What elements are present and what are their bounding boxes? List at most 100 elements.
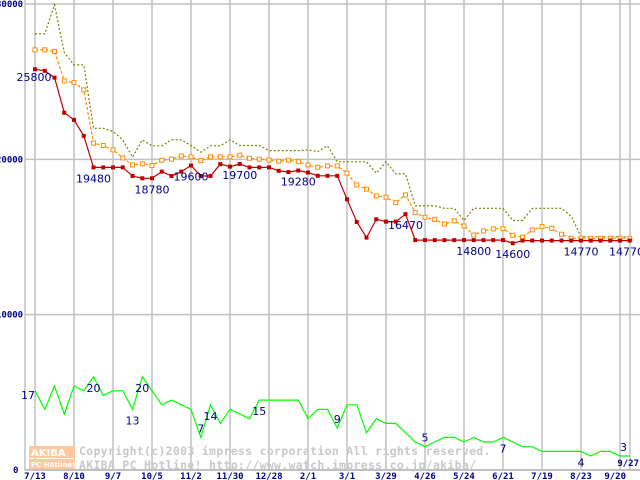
avg-price-point	[32, 47, 38, 53]
avg-price-point	[373, 193, 379, 199]
y-tick-label: 10000	[0, 311, 23, 321]
min-price-point	[335, 173, 340, 178]
avg-price-point	[217, 154, 223, 160]
min-price-point	[462, 238, 466, 243]
x-tick-label: 7/13	[24, 472, 46, 480]
avg-price-point	[100, 143, 106, 149]
min-price-point	[423, 238, 427, 243]
min-price-point	[501, 238, 505, 243]
avg-price-point	[393, 200, 399, 206]
price-label: 14770	[564, 246, 599, 259]
price-label: 19480	[76, 172, 111, 185]
min-price-point	[140, 176, 145, 181]
min-price-point	[179, 169, 184, 174]
avg-price-point	[529, 227, 535, 233]
avg-price-point	[461, 223, 467, 229]
avg-price-point	[266, 157, 272, 163]
x-tick-label: 3/1	[339, 472, 355, 480]
price-label: 19600	[174, 171, 209, 184]
min-price-point	[530, 238, 535, 243]
price-label: 14770	[609, 246, 640, 259]
min-price-point	[296, 168, 301, 173]
min-price-point	[267, 165, 271, 170]
count-label: 4	[578, 456, 585, 469]
copyright-text: Copyright(c)2003 impress corporation All…	[79, 444, 491, 458]
min-price-point	[237, 161, 242, 166]
avg-price-point	[178, 153, 184, 159]
avg-price-point	[71, 80, 77, 86]
min-price-point	[218, 162, 223, 167]
x-tick-label: 12/28	[255, 472, 282, 480]
logo-text: AKIBA	[31, 448, 66, 459]
count-label: 20	[135, 382, 149, 395]
min-price-point	[228, 164, 232, 169]
shop-count-line	[34, 375, 630, 457]
avg-price-point	[42, 47, 48, 53]
avg-price-point	[325, 163, 330, 169]
logo-box-bottom	[29, 459, 75, 469]
avg-price-point	[334, 163, 340, 169]
avg-price-point	[247, 155, 252, 161]
avg-price-point	[442, 221, 447, 227]
min-price-point	[384, 219, 388, 224]
count-label: 7	[500, 442, 507, 455]
min-price-point	[481, 238, 486, 243]
avg-price-point	[130, 162, 135, 168]
min-price-point	[315, 173, 320, 178]
min-price-point	[549, 238, 554, 243]
avg-price-point	[276, 158, 282, 164]
min-price-point	[393, 219, 398, 224]
avg-price-point	[559, 231, 564, 237]
min-price-point	[598, 238, 603, 243]
avg-price-point	[451, 218, 457, 224]
min-price-point	[403, 212, 408, 217]
min-price-point	[306, 170, 310, 175]
min-price-point	[540, 238, 544, 243]
min-price-point	[608, 238, 613, 243]
avg-price-point	[295, 159, 301, 165]
min-price-point	[579, 238, 583, 243]
min-price-point	[510, 241, 515, 246]
min-price-point	[569, 238, 574, 243]
avg-price-point	[61, 78, 67, 84]
min-price-point	[413, 238, 418, 243]
avg-price-line	[35, 49, 630, 239]
logo-subtext: PC Hotline!	[31, 461, 75, 469]
avg-price-point	[354, 182, 360, 188]
price-label: 25800	[17, 71, 52, 84]
y-tick-label: 20000	[0, 155, 23, 165]
min-price-point	[374, 217, 379, 222]
avg-price-point	[188, 154, 194, 160]
x-tick-label: 4/26	[414, 472, 436, 480]
avg-price-point	[500, 226, 506, 232]
min-price-point	[354, 219, 359, 224]
min-price-point	[159, 169, 164, 174]
min-price-point	[257, 165, 262, 170]
x-tick-label: 9/7	[105, 472, 121, 480]
min-price-point	[432, 238, 437, 243]
avg-price-point	[305, 162, 311, 168]
min-price-point	[81, 133, 86, 138]
min-price-point	[588, 238, 593, 243]
min-price-point	[52, 75, 57, 80]
avg-price-point	[237, 152, 243, 158]
count-label: 13	[126, 414, 140, 427]
min-price-point	[559, 238, 564, 243]
avg-price-point	[403, 192, 408, 198]
price-label: 14600	[495, 248, 530, 261]
x-tick-label: 11/30	[216, 472, 243, 480]
avg-price-point	[110, 147, 116, 153]
min-price-point	[169, 173, 174, 178]
avg-price-point	[364, 186, 369, 192]
min-price-point	[101, 165, 106, 170]
watermark: AKIBA PC Hotline! Copyright(c)2003 impre…	[29, 444, 491, 472]
y-tick-label: 0	[13, 466, 18, 476]
x-tick-label: 3/29	[375, 472, 397, 480]
min-price-point	[452, 238, 457, 243]
y-tick-label: 30000	[0, 0, 23, 10]
min-price-point	[91, 165, 96, 170]
count-label: 15	[252, 405, 266, 418]
series-layer	[32, 2, 633, 457]
